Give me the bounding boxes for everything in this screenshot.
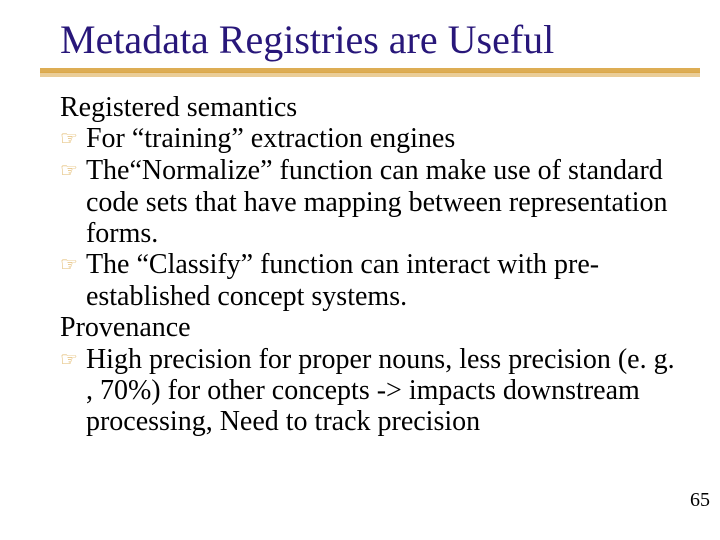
title-underline bbox=[60, 68, 680, 82]
section-heading: Provenance bbox=[60, 312, 680, 343]
slide-title: Metadata Registries are Useful bbox=[60, 18, 680, 62]
pointer-icon: ☞ bbox=[60, 249, 78, 281]
pointer-icon: ☞ bbox=[60, 344, 78, 376]
pointer-icon: ☞ bbox=[60, 155, 78, 187]
slide-body: Registered semantics ☞ For “training” ex… bbox=[60, 92, 680, 438]
bullet-text: The“Normalize” function can make use of … bbox=[86, 155, 680, 249]
bullet-item: ☞ High precision for proper nouns, less … bbox=[60, 344, 680, 438]
slide: Metadata Registries are Useful Registere… bbox=[0, 0, 720, 540]
bullet-item: ☞ The “Classify” function can interact w… bbox=[60, 249, 680, 312]
page-number: 65 bbox=[690, 489, 710, 512]
bullet-item: ☞ For “training” extraction engines bbox=[60, 123, 680, 155]
pointer-icon: ☞ bbox=[60, 123, 78, 155]
bullet-item: ☞ The“Normalize” function can make use o… bbox=[60, 155, 680, 249]
bullet-text: For “training” extraction engines bbox=[86, 123, 680, 154]
bullet-text: High precision for proper nouns, less pr… bbox=[86, 344, 680, 438]
section-heading: Registered semantics bbox=[60, 92, 680, 123]
bullet-text: The “Classify” function can interact wit… bbox=[86, 249, 680, 312]
